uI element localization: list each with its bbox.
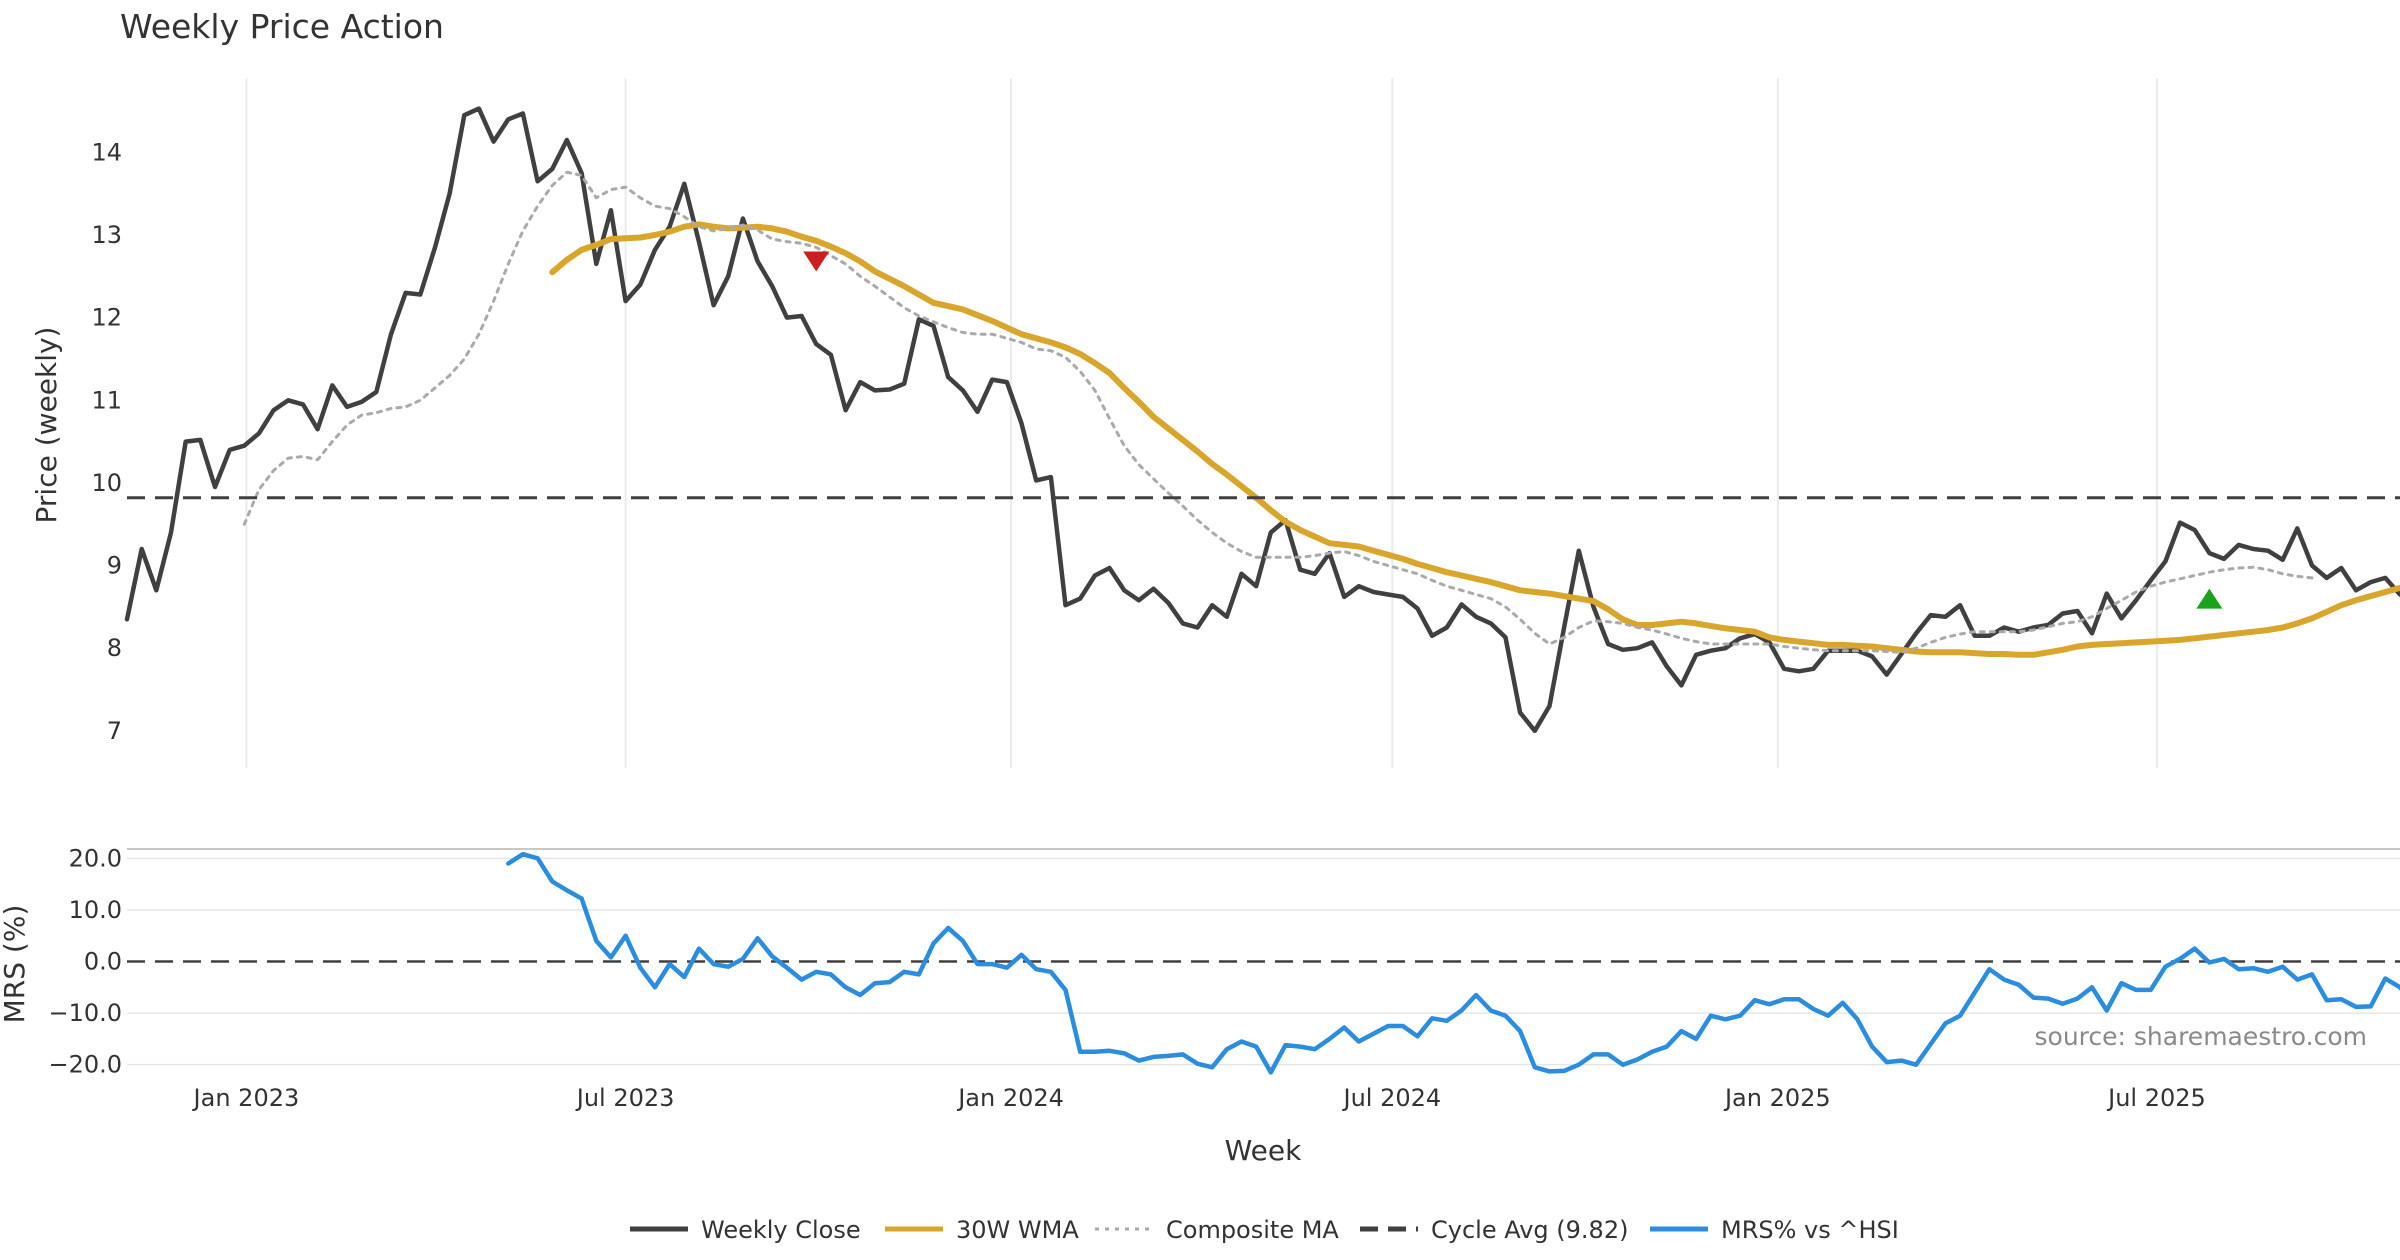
mrs-series-line bbox=[506, 851, 2400, 1075]
source-label: source: sharemaestro.com bbox=[2035, 1022, 2368, 1051]
price-y-tick-label: 10 bbox=[91, 469, 122, 497]
x-tick-label: Jan 2024 bbox=[956, 1084, 1064, 1112]
legend-label: Weekly Close bbox=[701, 1216, 861, 1244]
price-y-tick-label: 13 bbox=[91, 221, 122, 249]
x-axis-label: Week bbox=[1225, 1134, 1302, 1167]
price-y-tick-label: 8 bbox=[107, 634, 122, 662]
series-line-2 bbox=[242, 170, 2314, 654]
mrs-series bbox=[506, 851, 2400, 1075]
legend-label: 30W WMA bbox=[956, 1216, 1079, 1244]
price-y-tick-label: 7 bbox=[107, 717, 122, 745]
legend-label: MRS% vs ^HSI bbox=[1721, 1216, 1899, 1244]
buy-marker bbox=[2196, 588, 2223, 609]
price-y-axis: 7 8 9 10 11 12 13 14 bbox=[91, 138, 122, 744]
x-tick-label: Jul 2023 bbox=[575, 1084, 675, 1112]
chart-title: Weekly Price Action bbox=[120, 7, 444, 46]
x-tick-label: Jan 2025 bbox=[1723, 1084, 1831, 1112]
price-grid bbox=[245, 78, 2158, 768]
mrs-y-tick-label: 0.0 bbox=[84, 948, 122, 976]
mrs-grid bbox=[127, 848, 2400, 1066]
mrs-y-axis-label: MRS (%) bbox=[0, 905, 31, 1024]
legend-label: Cycle Avg (9.82) bbox=[1431, 1216, 1628, 1244]
legend-label: Composite MA bbox=[1166, 1216, 1339, 1244]
price-y-tick-label: 9 bbox=[107, 552, 122, 580]
legend: Weekly Close 30W WMA Composite MA Cycle Avg… bbox=[630, 1216, 1899, 1244]
sell-marker bbox=[803, 251, 830, 272]
price-y-tick-label: 11 bbox=[91, 386, 122, 414]
series-line-1 bbox=[549, 221, 2400, 658]
series-line-0 bbox=[124, 106, 2400, 734]
x-axis: Jan 2023 Jul 2023 Jan 2024 Jul 2024 Jan 2025… bbox=[192, 1084, 2206, 1112]
mrs-y-tick-label: 20.0 bbox=[69, 844, 122, 872]
mrs-y-tick-label: 10.0 bbox=[69, 896, 122, 924]
mrs-y-tick-label: −20.0 bbox=[48, 1051, 122, 1079]
x-tick-label: Jan 2023 bbox=[192, 1084, 300, 1112]
price-y-tick-label: 14 bbox=[91, 138, 122, 166]
mrs-y-tick-label: −10.0 bbox=[48, 999, 122, 1027]
mrs-y-axis: 20.0 10.0 0.0 −10.0 −20.0 bbox=[48, 844, 122, 1078]
x-tick-label: Jul 2024 bbox=[1342, 1084, 1442, 1112]
price-y-tick-label: 12 bbox=[91, 304, 122, 332]
signal-markers bbox=[803, 251, 2223, 609]
price-series bbox=[124, 106, 2400, 734]
price-y-axis-label: Price (weekly) bbox=[30, 327, 63, 524]
x-tick-label: Jul 2025 bbox=[2106, 1084, 2206, 1112]
